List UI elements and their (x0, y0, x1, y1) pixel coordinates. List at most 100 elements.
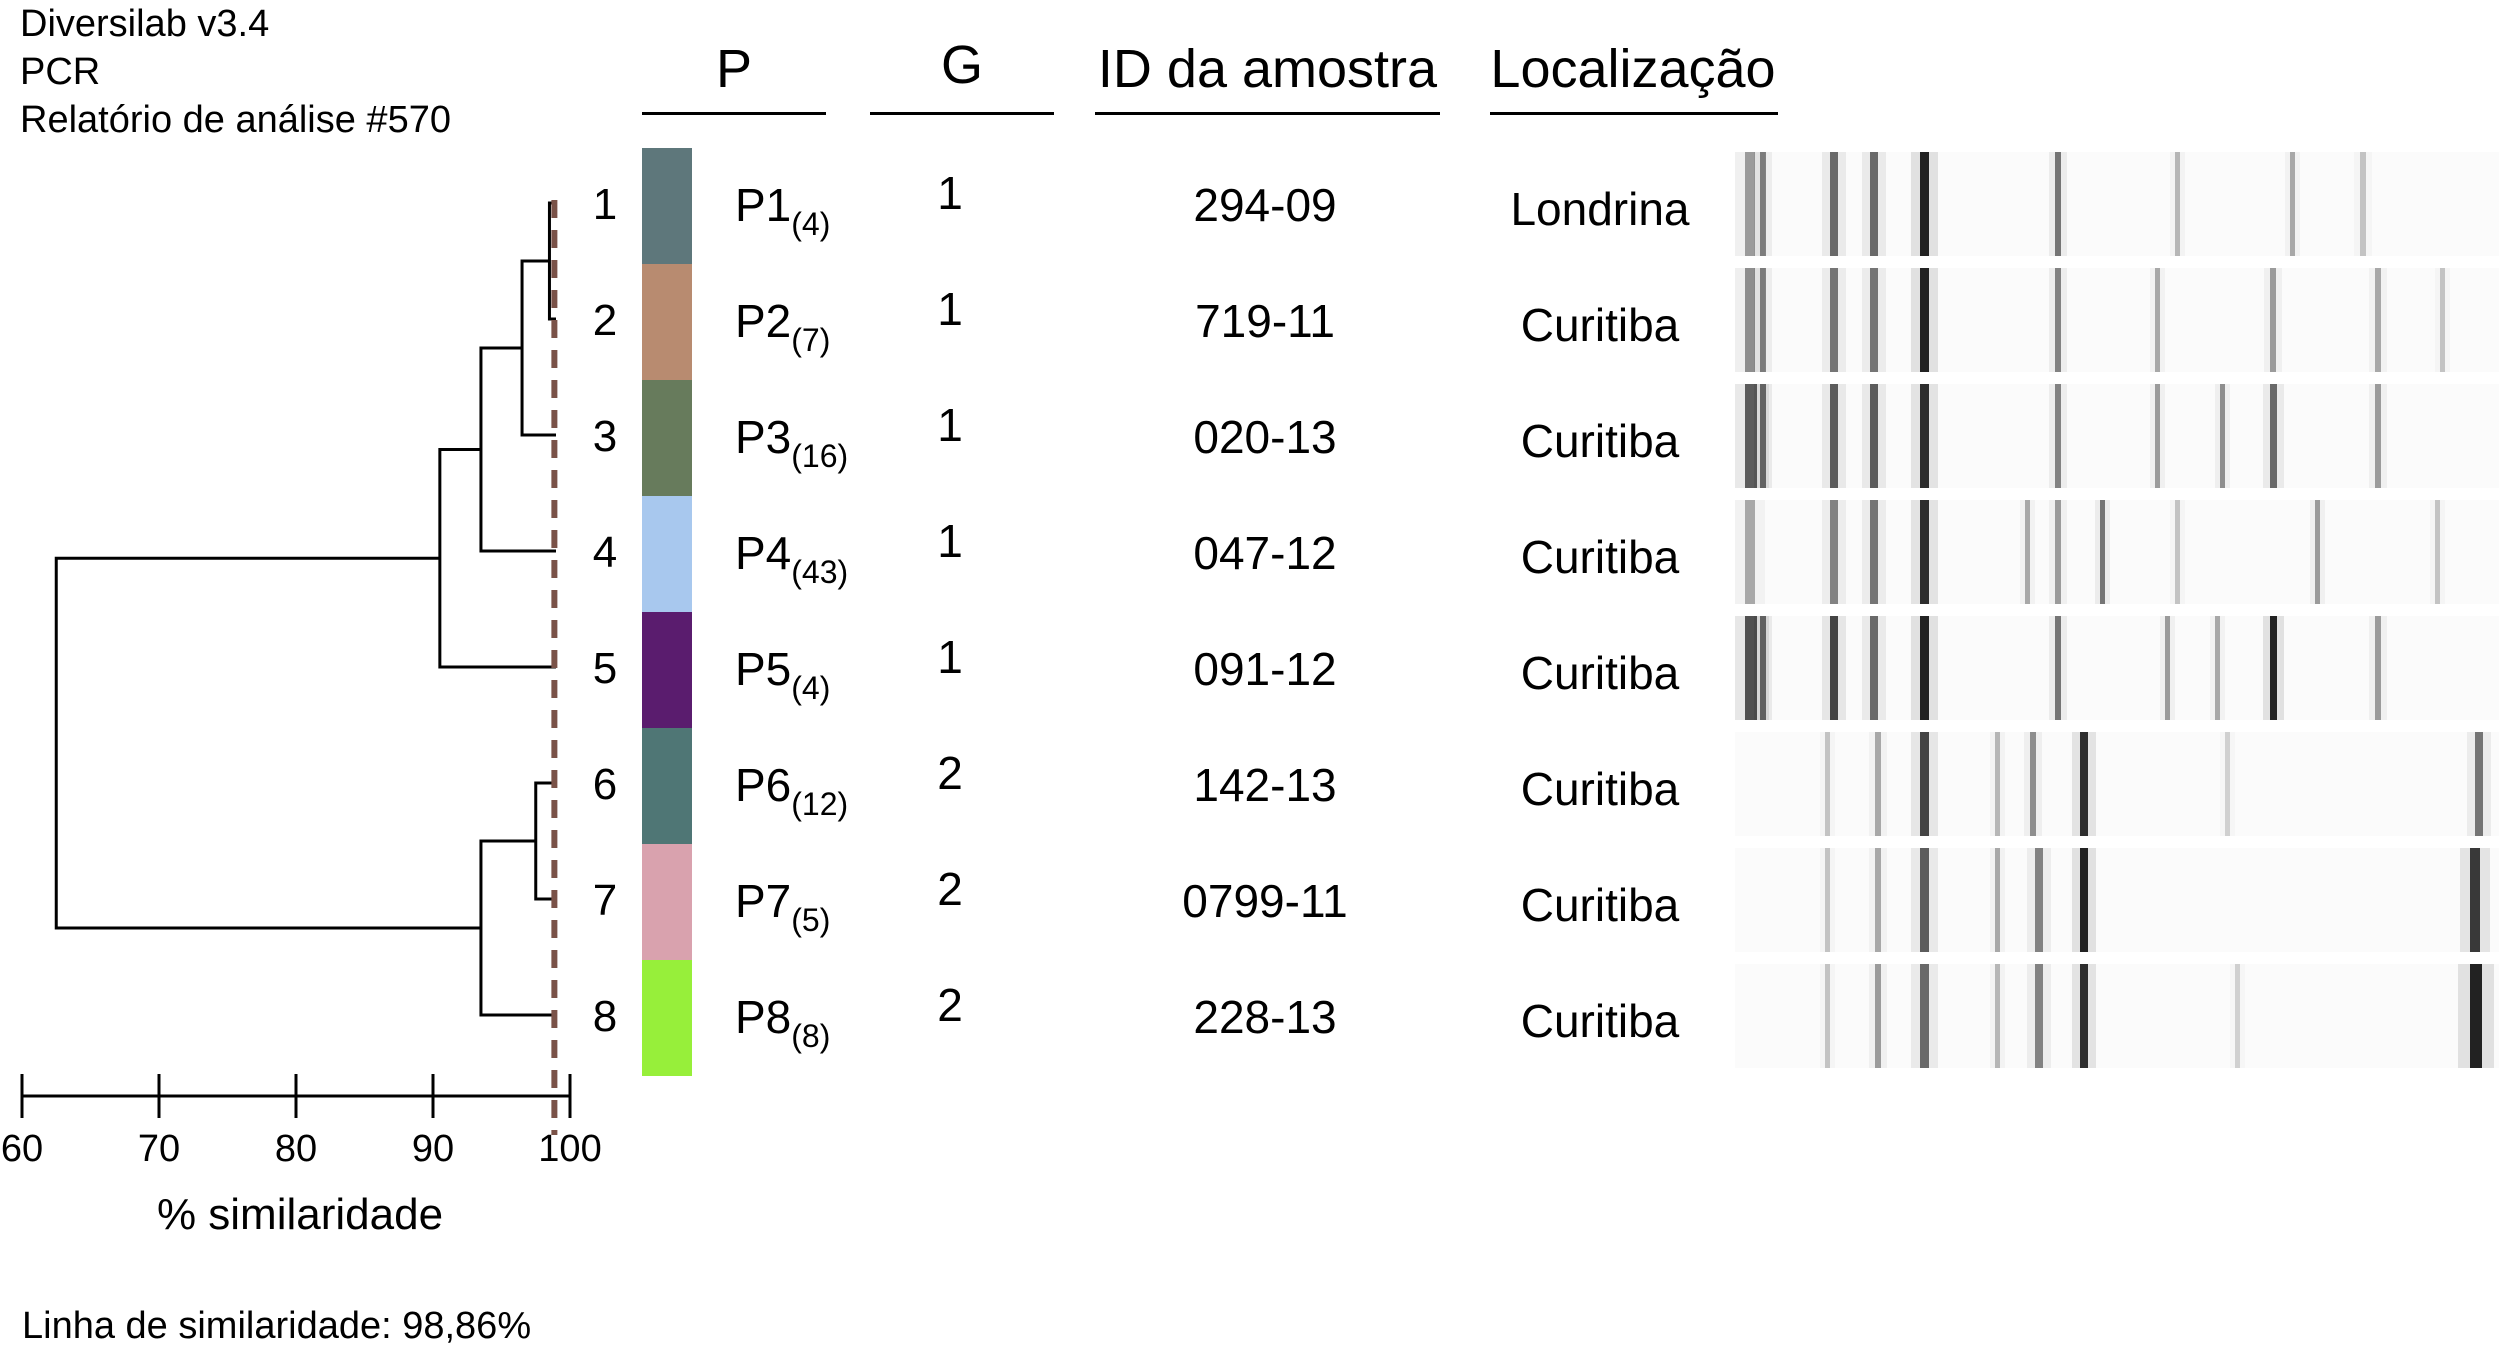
gel-band (1995, 848, 2000, 952)
gel-band (2155, 384, 2160, 488)
sample-id: 091-12 (1193, 643, 1337, 695)
profile-count: (4) (791, 670, 831, 706)
gel-band (1830, 152, 1838, 256)
gel-lane (1735, 732, 2499, 836)
gel-band (2035, 848, 2043, 952)
gel-band (1825, 848, 1830, 952)
sample-location: Curitiba (1520, 763, 1680, 815)
gel-band (1995, 964, 2000, 1068)
sample-location: Curitiba (1520, 531, 1680, 583)
gel-band (1920, 152, 1929, 256)
gel-band (2470, 848, 2480, 952)
profile-count: (43) (791, 554, 849, 590)
column-rule-id (1095, 112, 1440, 115)
gel-band (2435, 500, 2440, 604)
gel-band (2315, 500, 2320, 604)
gel-band (2055, 152, 2061, 256)
group-value: 1 (937, 399, 963, 451)
profile-label: P6(12) (735, 758, 848, 823)
profile-name: P2 (735, 295, 792, 347)
column-rule-p (642, 112, 826, 115)
group-value: 2 (937, 979, 963, 1031)
gel-band (1920, 732, 1929, 836)
profile-name: P7 (735, 875, 792, 927)
axis-tick-label: 60 (0, 1128, 44, 1170)
gel-lane (1735, 500, 2499, 604)
gel-band (2055, 500, 2061, 604)
gel-band (1760, 268, 1766, 372)
profile-color-swatch (642, 728, 692, 844)
gel-lane (1733, 616, 2499, 720)
leaf-number: 6 (593, 760, 617, 809)
sample-id: 719-11 (1195, 295, 1335, 347)
dendrogram-branches (54, 201, 556, 1017)
gel-band (1920, 616, 1929, 720)
profile-count: (12) (791, 786, 849, 822)
dendrogram-branch (479, 346, 556, 553)
gel-band (2055, 268, 2061, 372)
profile-color-swatch (642, 496, 692, 612)
column-header-p: P (715, 39, 753, 99)
profile-label: P7(5) (735, 874, 830, 939)
axis-tick-label: 90 (411, 1128, 455, 1170)
gel-band (2080, 848, 2088, 952)
gel-band (1830, 384, 1838, 488)
gel-band (1745, 268, 1755, 372)
gel-lane (1735, 964, 2499, 1068)
profile-name: P3 (735, 411, 792, 463)
gel-band (1870, 384, 1878, 488)
gel-band (1745, 384, 1757, 488)
axis-tick-label: 80 (274, 1128, 318, 1170)
profile-color-swatch (642, 844, 692, 960)
profile-count: (5) (791, 902, 831, 938)
gel-band (2470, 964, 2482, 1068)
gel-band (2225, 732, 2230, 836)
gel-band (2270, 268, 2276, 372)
dendrogram-branch (54, 556, 481, 930)
gel-band (2360, 152, 2366, 256)
gel-band (1745, 152, 1755, 256)
gel-band (2035, 964, 2043, 1068)
gel-band (1830, 268, 1838, 372)
gel-band (1745, 616, 1757, 720)
gel-band (1870, 152, 1878, 256)
leaf-labels: 1 2 3 4 5 6 7 8 (593, 180, 617, 1041)
gel-band (1870, 500, 1878, 604)
sample-location: Curitiba (1520, 995, 1680, 1047)
gel-band (1920, 268, 1929, 372)
gel-band (1830, 500, 1838, 604)
gel-band (2165, 616, 2170, 720)
gel-band (1830, 616, 1838, 720)
gel-band (1870, 268, 1878, 372)
column-rule-g (870, 112, 1054, 115)
gel-band (1875, 732, 1881, 836)
profile-label: P5(4) (735, 642, 830, 707)
sample-id: 228-13 (1193, 991, 1337, 1043)
profile-name: P8 (735, 991, 792, 1043)
column-header-id: ID da amostra (1097, 39, 1438, 99)
profile-count: (16) (791, 438, 849, 474)
gel-lane (1733, 384, 2499, 488)
profile-name: P1 (735, 179, 792, 231)
profile-name: P6 (735, 759, 792, 811)
gel-band (2270, 616, 2277, 720)
sample-id: 294-09 (1193, 179, 1337, 231)
gel-band (2220, 384, 2225, 488)
leaf-number: 8 (593, 992, 617, 1041)
gel-band (2080, 732, 2088, 836)
gel-band (2100, 500, 2105, 604)
column-header-g: G (940, 35, 983, 95)
sample-id: 142-13 (1193, 759, 1337, 811)
sample-id: 020-13 (1193, 411, 1337, 463)
gel-lane (1735, 152, 2499, 256)
leaf-number: 3 (593, 412, 617, 461)
profile-label: P2(7) (735, 294, 830, 359)
gel-band (2055, 384, 2061, 488)
sample-id: 0799-11 (1182, 875, 1348, 927)
gel-band (2080, 964, 2088, 1068)
gel-band (2475, 732, 2483, 836)
dendrogram-branch (479, 839, 556, 1017)
gel-band (1825, 732, 1830, 836)
profile-count: (8) (791, 1018, 831, 1054)
gel-band (2025, 500, 2030, 604)
